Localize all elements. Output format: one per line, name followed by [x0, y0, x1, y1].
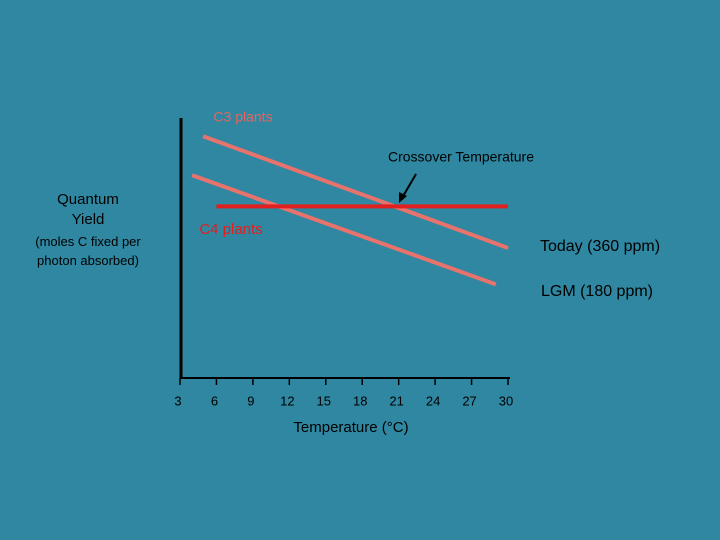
x-tick-label: 24 [426, 393, 440, 408]
series-line [191, 173, 497, 287]
series-label: Today (360 ppm) [540, 238, 660, 255]
crossover-arrowhead [399, 192, 407, 203]
series-label: LGM (180 ppm) [541, 283, 653, 300]
x-tick-label: 3 [174, 393, 181, 408]
x-tick-label: 30 [499, 393, 513, 408]
x-tick-label: 21 [389, 393, 403, 408]
x-tick-label: 9 [247, 393, 254, 408]
series-line [202, 134, 509, 250]
c3-annotation: C3 plants [213, 109, 272, 125]
series-label: C4 plants [199, 221, 262, 238]
x-tick-label: 27 [462, 393, 476, 408]
y-axis-sublabel: (moles C fixed per photon absorbed) [35, 234, 141, 268]
crossover-annotation: Crossover Temperature [388, 149, 534, 165]
x-axis-label: Temperature (°C) [293, 419, 408, 436]
y-axis-label: Quantum Yield [57, 191, 119, 228]
x-tick-label: 6 [211, 393, 218, 408]
crossover-arrow [401, 173, 417, 199]
x-tick-label: 15 [317, 393, 331, 408]
x-tick-label: 12 [280, 393, 294, 408]
x-tick-label: 18 [353, 393, 367, 408]
